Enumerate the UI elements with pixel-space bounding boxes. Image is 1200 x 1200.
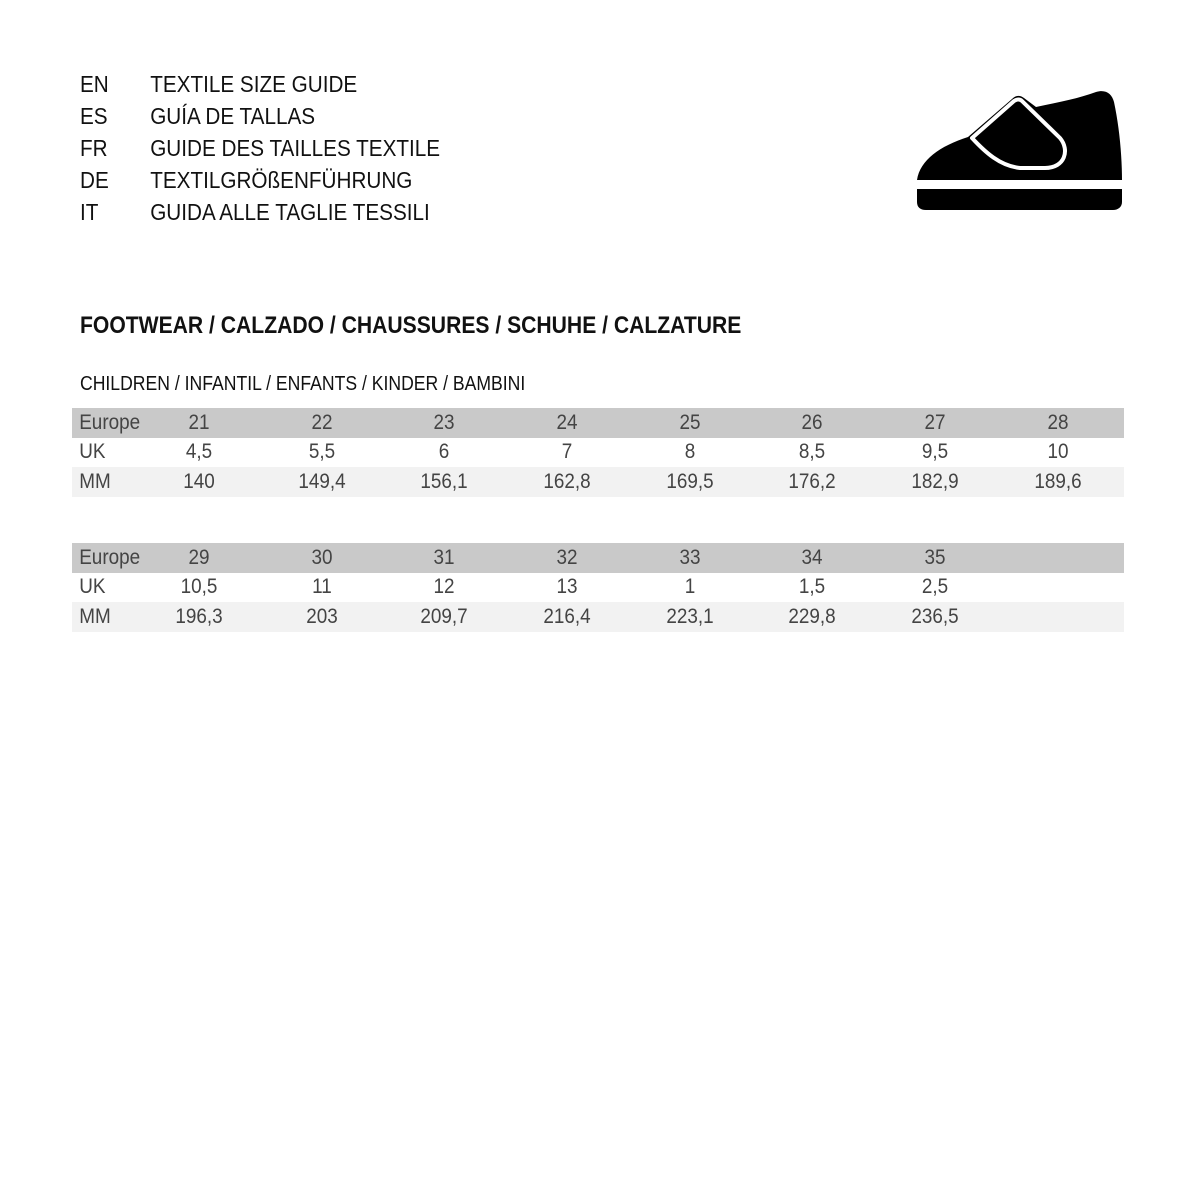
table-cell: 216,4 (543, 604, 591, 628)
size-table-1: Europe 21 22 23 24 25 26 27 28 UK 4,5 5,5 6 7 8 8,5 9,5 1… (72, 408, 1124, 497)
title-text: GUÍA DE TALLAS (150, 103, 316, 129)
table-cell: 28 (1047, 410, 1069, 434)
title-row: ES GUÍA DE TALLAS (80, 100, 440, 132)
table-cell: 23 (433, 410, 455, 434)
title-row: EN TEXTILE SIZE GUIDE (80, 68, 440, 100)
table-cell: 4,5 (185, 440, 213, 464)
table-cell: 2,5 (921, 575, 949, 599)
table-row: UK 4,5 5,5 6 7 8 8,5 9,5 10 (72, 437, 1124, 467)
table-cell: 9,5 (921, 440, 949, 464)
table-cell: 13 (556, 575, 578, 599)
table-cell: 176,2 (788, 469, 836, 493)
table-cell: 182,9 (911, 469, 959, 493)
language-code: FR (80, 135, 108, 161)
table-cell: 10,5 (180, 575, 218, 599)
table-row: MM 140 149,4 156,1 162,8 169,5 176,2 182,9 189,6 (72, 467, 1124, 497)
title-text: TEXTILE SIZE GUIDE (150, 71, 358, 97)
children-shoe-icon (917, 91, 1122, 210)
table-cell: 8,5 (798, 440, 826, 464)
subsection-title: CHILDREN / INFANTIL / ENFANTS / KINDER /… (80, 373, 526, 395)
language-code: IT (80, 199, 99, 225)
table-cell: 27 (924, 410, 946, 434)
title-row: DE TEXTILGRÖßENFÜHRUNG (80, 164, 440, 196)
table-cell: 35 (924, 545, 946, 569)
title-text: TEXTILGRÖßENFÜHRUNG (150, 167, 413, 193)
row-label: MM (79, 604, 111, 628)
section-title: FOOTWEAR / CALZADO / CHAUSSURES / SCHUHE… (80, 312, 742, 339)
table-cell: 1,5 (798, 575, 826, 599)
language-code: EN (80, 71, 109, 97)
table-cell: 33 (679, 545, 701, 569)
table-cell: 189,6 (1034, 469, 1082, 493)
size-table-2: Europe 29 30 31 32 33 34 35 UK 10,5 11 12 13 1 1,5 2,5 M… (72, 543, 1124, 632)
row-label: UK (79, 440, 106, 464)
title-row: FR GUIDE DES TAILLES TEXTILE (80, 132, 440, 164)
table-row: UK 10,5 11 12 13 1 1,5 2,5 (72, 572, 1124, 602)
table-cell: 196,3 (175, 604, 223, 628)
table-cell: 12 (433, 575, 455, 599)
table-cell: 223,1 (666, 604, 714, 628)
language-code: DE (80, 167, 109, 193)
title-text: GUIDE DES TAILLES TEXTILE (150, 135, 441, 161)
table-cell: 149,4 (298, 469, 346, 493)
table-cell: 30 (311, 545, 333, 569)
row-label: Europe (79, 410, 141, 434)
table-cell: 6 (438, 440, 450, 464)
table-cell: 24 (556, 410, 578, 434)
row-label: MM (79, 469, 111, 493)
language-code: ES (80, 103, 108, 129)
table-cell: 21 (188, 410, 210, 434)
row-label: Europe (79, 545, 141, 569)
table-cell: 26 (801, 410, 823, 434)
table-cell: 31 (433, 545, 455, 569)
table-row: Europe 21 22 23 24 25 26 27 28 (72, 408, 1124, 438)
table-cell: 140 (183, 469, 215, 493)
table-cell: 11 (312, 575, 332, 599)
table-cell: 34 (801, 545, 823, 569)
table-cell: 203 (306, 604, 338, 628)
title-list: EN TEXTILE SIZE GUIDE ES GUÍA DE TALLAS FR GU… (80, 68, 480, 228)
table-cell: 209,7 (420, 604, 468, 628)
table-cell: 5,5 (308, 440, 336, 464)
table-cell: 25 (679, 410, 701, 434)
title-row: IT GUIDA ALLE TAGLIE TESSILI (80, 196, 440, 228)
table-cell: 229,8 (788, 604, 836, 628)
table-cell: 29 (188, 545, 210, 569)
table-cell: 1 (684, 575, 696, 599)
table-row: Europe 29 30 31 32 33 34 35 (72, 543, 1124, 573)
table-cell: 32 (556, 545, 578, 569)
table-row: MM 196,3 203 209,7 216,4 223,1 229,8 236,5 (72, 602, 1124, 632)
table-cell: 162,8 (543, 469, 591, 493)
table-cell: 236,5 (911, 604, 959, 628)
table-cell: 22 (311, 410, 333, 434)
row-label: UK (79, 575, 106, 599)
table-cell: 156,1 (420, 469, 468, 493)
table-cell: 8 (684, 440, 696, 464)
table-cell: 10 (1047, 440, 1069, 464)
title-text: GUIDA ALLE TAGLIE TESSILI (150, 199, 430, 225)
table-cell: 169,5 (666, 469, 714, 493)
table-cell: 7 (561, 440, 573, 464)
